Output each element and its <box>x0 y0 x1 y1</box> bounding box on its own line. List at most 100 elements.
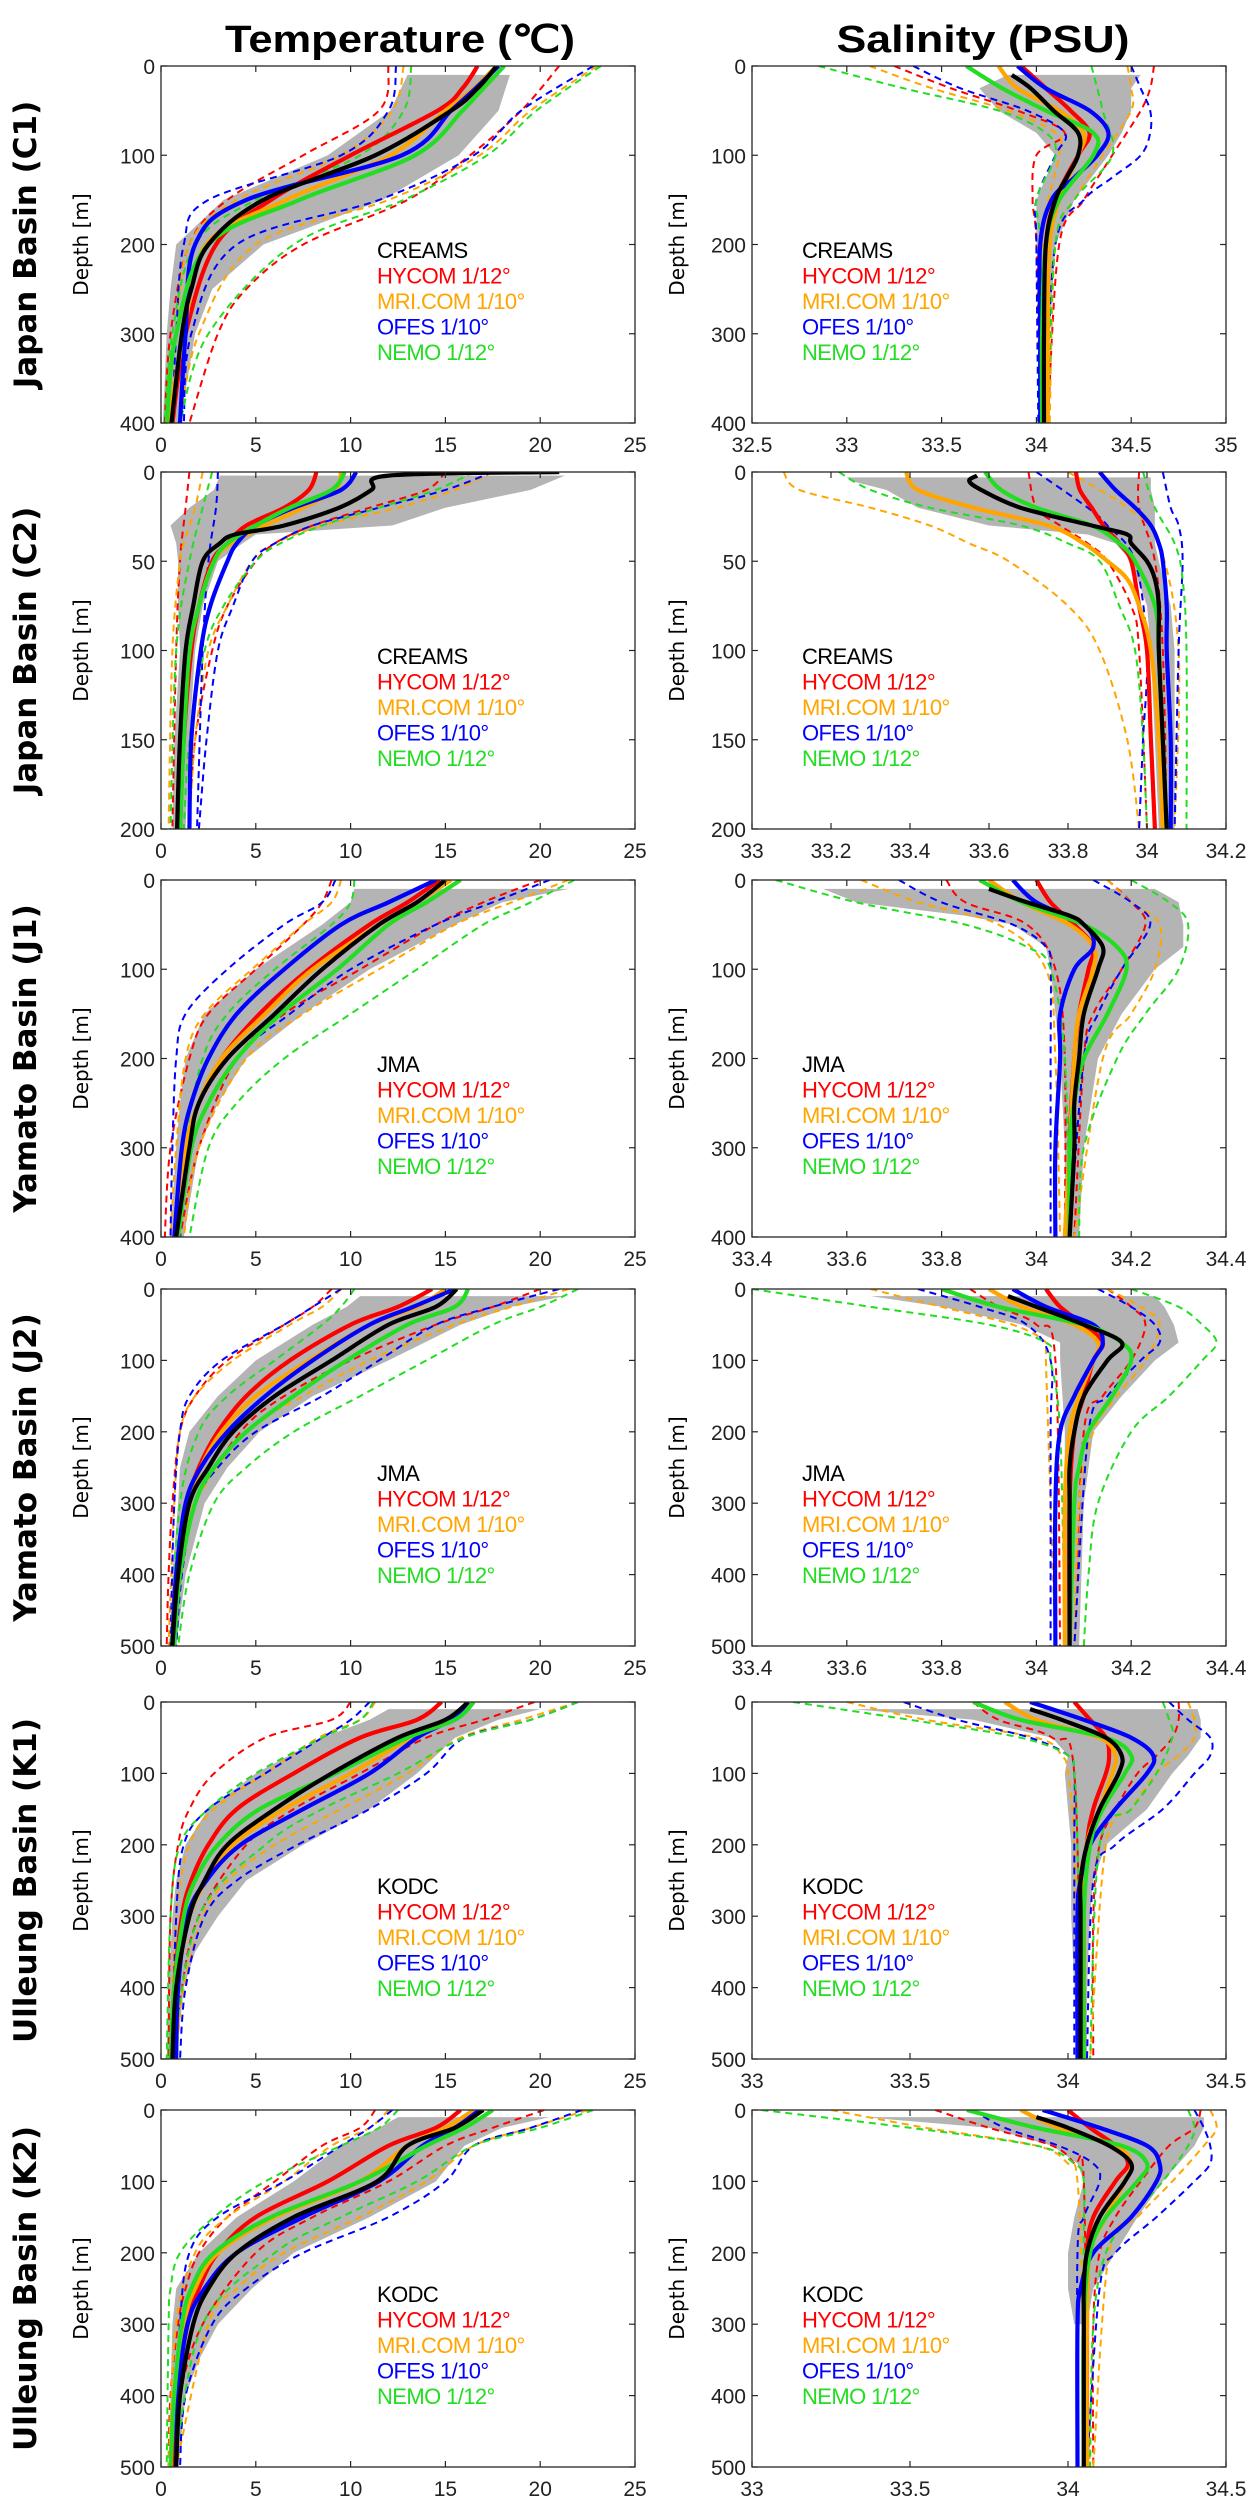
dashed-profile-line <box>165 2110 399 2467</box>
mean-profile-line-ofes <box>1042 2110 1163 2467</box>
plot-content <box>775 880 1190 1237</box>
x-tick-label: 34 <box>1025 1248 1049 1271</box>
dashed-profile-line <box>173 2110 594 2467</box>
mean-profile-line-creams <box>967 473 1169 829</box>
y-tick-label: 400 <box>120 1227 155 1250</box>
legend-entry: NEMO 1/12° <box>802 746 920 771</box>
dashed-profile-line <box>169 1289 342 1646</box>
y-tick-label: 500 <box>711 1636 746 1659</box>
mean-profile-line-ofes <box>187 472 359 829</box>
panel-k1-salinity: 33 33.5 34 34.5 0 100 200 300 400 500 Depth [m] KOD… <box>665 1692 1246 2093</box>
dashed-profile-line <box>893 66 1066 423</box>
dashed-profile-line <box>1086 1702 1214 2059</box>
row-label: Ulleung Basin (K2) <box>8 2126 44 2451</box>
x-tick-label: 34 <box>1056 2070 1080 2093</box>
y-tick-label: 100 <box>711 959 746 982</box>
y-tick-label: 150 <box>711 730 746 753</box>
legend-entry: JMA <box>377 1461 420 1486</box>
plot-content <box>165 2110 594 2467</box>
y-tick-label: 200 <box>120 235 155 258</box>
legend-entry: OFES 1/10° <box>802 1129 914 1154</box>
legend-entry: OFES 1/10° <box>377 1538 489 1563</box>
dashed-profile-line <box>898 880 1052 1237</box>
mean-profile-line-ofes <box>1098 472 1174 829</box>
plot-content <box>782 472 1188 829</box>
y-tick-label: 400 <box>711 2386 746 2409</box>
mean-profile-line-nemo <box>177 472 347 829</box>
panel-c1-salinity: 32.5 33 33.5 34 34.5 35 0 100 200 300 400 Depth [m]… <box>665 56 1238 457</box>
dashed-profile-line <box>175 1702 579 2059</box>
y-tick-label: 0 <box>143 2100 155 2123</box>
x-tick-label: 34 <box>1135 840 1159 863</box>
observation-range-band <box>862 2117 1204 2325</box>
x-tick-label: 15 <box>434 434 457 457</box>
y-tick-label: 300 <box>120 324 155 347</box>
dashed-profile-line <box>761 2110 1088 2467</box>
dashed-profile-line <box>197 472 494 829</box>
x-tick-label: 5 <box>250 1248 262 1271</box>
axes-box <box>751 1701 1227 2060</box>
mean-profile-line-kodc <box>1029 1707 1125 2059</box>
dashed-profile-line <box>167 2110 390 2467</box>
legend-entry: OFES 1/10° <box>377 315 489 340</box>
row-k2: Ulleung Basin (K2) 0 5 10 15 20 25 0 100 200 300 40… <box>8 2100 1246 2500</box>
legend-entry: JMA <box>802 1052 845 1077</box>
legend-entry: MRI.COM 1/10° <box>377 2333 525 2358</box>
x-tick-label: 33.4 <box>732 1657 773 1680</box>
x-tick-label: 20 <box>529 2478 552 2500</box>
dashed-profile-line <box>1073 1289 1162 1646</box>
dashed-profile-line <box>1142 472 1188 829</box>
x-tick-label: 34.2 <box>1111 1657 1152 1680</box>
legend-entry: NEMO 1/12° <box>802 2384 920 2409</box>
x-tick-label: 15 <box>434 840 457 863</box>
y-tick-label: 100 <box>711 2171 746 2194</box>
dashed-profile-line <box>1078 880 1190 1237</box>
y-axis-label: Depth [m] <box>665 1007 689 1109</box>
mean-profile-line-jma <box>170 1289 459 1646</box>
y-tick-label: 400 <box>120 1978 155 2001</box>
legend-entry: OFES 1/10° <box>802 1951 914 1976</box>
x-tick-label: 5 <box>250 1657 262 1680</box>
legend-entry: MRI.COM 1/10° <box>802 2333 950 2358</box>
dashed-profile-line <box>188 472 494 829</box>
y-tick-label: 150 <box>120 730 155 753</box>
row-k1: Ulleung Basin (K1) 0 5 10 15 20 25 0 100 200 300 40… <box>8 1692 1246 2093</box>
mean-profile-line-creams <box>1010 73 1083 423</box>
dashed-profile-line <box>182 880 569 1237</box>
legend-entry: KODC <box>802 1874 864 1899</box>
panel-c2-temperature: 0 5 10 15 20 25 0 50 100 150 200 Depth [m] CREAMSHYC… <box>69 462 647 863</box>
legend-entry: CREAMS <box>802 238 893 263</box>
legend-entry: KODC <box>377 1874 439 1899</box>
y-axis-label: Depth [m] <box>665 599 689 701</box>
legend-entry: HYCOM 1/12° <box>802 1487 935 1512</box>
mean-profile-line-creams <box>175 472 560 829</box>
y-tick-label: 400 <box>711 1227 746 1250</box>
mean-profile-line-jma <box>174 880 447 1237</box>
legend-entry: OFES 1/10° <box>377 1951 489 1976</box>
legend-entry: HYCOM 1/12° <box>802 1078 935 1103</box>
y-tick-label: 0 <box>734 1279 746 1302</box>
x-tick-label: 25 <box>623 1248 646 1271</box>
axes-box <box>160 2109 636 2468</box>
panel-k2-salinity: 33 33.5 34 34.5 0 100 200 300 400 500 Depth [m] KOD… <box>665 2100 1246 2500</box>
y-tick-label: 300 <box>120 1138 155 1161</box>
dashed-profile-line <box>1073 1289 1161 1646</box>
legend-entry: OFES 1/10° <box>802 2359 914 2384</box>
dashed-profile-line <box>917 1289 1054 1646</box>
column-title-salinity: Salinity (PSU) <box>837 19 1130 61</box>
x-tick-label: 33.4 <box>890 840 931 863</box>
dashed-profile-line <box>782 472 1141 829</box>
legend-entry: JMA <box>802 1461 845 1486</box>
dashed-profile-line <box>165 1702 375 2059</box>
x-tick-label: 15 <box>434 2070 457 2093</box>
dashed-profile-line <box>179 880 551 1237</box>
y-tick-label: 200 <box>711 819 746 842</box>
plot-content <box>818 66 1155 423</box>
x-tick-label: 10 <box>339 840 362 863</box>
plot-content <box>162 66 602 423</box>
